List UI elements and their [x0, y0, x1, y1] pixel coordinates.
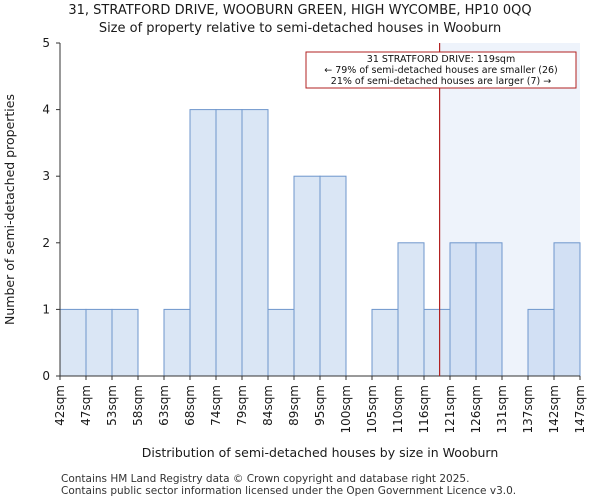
x-tick-label: 137sqm [521, 385, 535, 433]
annotation-line-3: 21% of semi-detached houses are larger (… [331, 76, 551, 87]
histogram-bar [553, 242, 581, 377]
y-tick-label: 2 [42, 236, 50, 250]
x-tick-label: 116sqm [417, 385, 431, 433]
x-tick-label: 74sqm [209, 385, 223, 426]
x-tick-label: 47sqm [79, 385, 93, 426]
annotation-line-1: 31 STRATFORD DRIVE: 119sqm [367, 54, 515, 65]
y-axis-label: Number of semi-detached properties [2, 94, 17, 325]
y-tick-label: 3 [42, 169, 50, 183]
footer-licence: Contains public sector information licen… [61, 485, 517, 497]
histogram-bar [319, 175, 347, 377]
annotation-line-2: ← 79% of semi-detached houses are smalle… [324, 65, 558, 76]
histogram-bar [475, 242, 503, 377]
x-tick-label: 110sqm [391, 385, 405, 433]
histogram-bar [85, 308, 113, 377]
x-tick-label: 147sqm [573, 385, 587, 433]
x-tick-label: 63sqm [157, 385, 171, 426]
x-tick-label: 42sqm [53, 385, 67, 426]
x-tick-label: 105sqm [365, 385, 379, 433]
x-tick-label: 142sqm [547, 385, 561, 433]
histogram-bar [423, 308, 451, 377]
x-tick-label: 84sqm [261, 385, 275, 426]
footer-copyright: Contains HM Land Registry data © Crown c… [61, 473, 470, 485]
histogram-bar [215, 109, 243, 377]
histogram-bar [189, 109, 217, 377]
chart-title-address: 31, STRATFORD DRIVE, WOOBURN GREEN, HIGH… [68, 3, 532, 18]
x-tick-label: 53sqm [105, 385, 119, 426]
x-tick-label: 68sqm [183, 385, 197, 426]
x-tick-label: 100sqm [339, 385, 353, 433]
x-tick-label: 121sqm [443, 385, 457, 433]
histogram-bar [371, 308, 399, 377]
histogram-bar [397, 242, 425, 377]
histogram-bar [267, 308, 295, 377]
histogram-bar [241, 109, 269, 377]
histogram-bar [111, 308, 139, 377]
x-tick-label: 79sqm [235, 385, 249, 426]
histogram-bar [527, 308, 555, 377]
x-tick-label: 126sqm [469, 385, 483, 433]
x-tick-label: 58sqm [131, 385, 145, 426]
y-tick-label: 0 [42, 369, 50, 383]
histogram-chart: 0 1 2 3 4 5 42sqm 47sqm 53sqm 58sqm 63sqm 68sqm 74sq… [2, 36, 587, 460]
x-tick-label: 131sqm [495, 385, 509, 433]
x-tick-label: 95sqm [313, 385, 327, 426]
histogram-bar [163, 308, 191, 377]
histogram-bar [293, 175, 321, 377]
chart-title: Size of property relative to semi-detach… [98, 21, 502, 36]
x-tick-label: 89sqm [287, 385, 301, 426]
histogram-bar [449, 242, 477, 377]
histogram-bar [59, 308, 87, 377]
annotation-box [305, 51, 577, 89]
y-tick-label: 4 [42, 103, 50, 117]
x-axis-label: Distribution of semi-detached houses by … [142, 445, 499, 460]
y-tick-label: 1 [42, 302, 50, 316]
y-tick-label: 5 [42, 36, 50, 50]
